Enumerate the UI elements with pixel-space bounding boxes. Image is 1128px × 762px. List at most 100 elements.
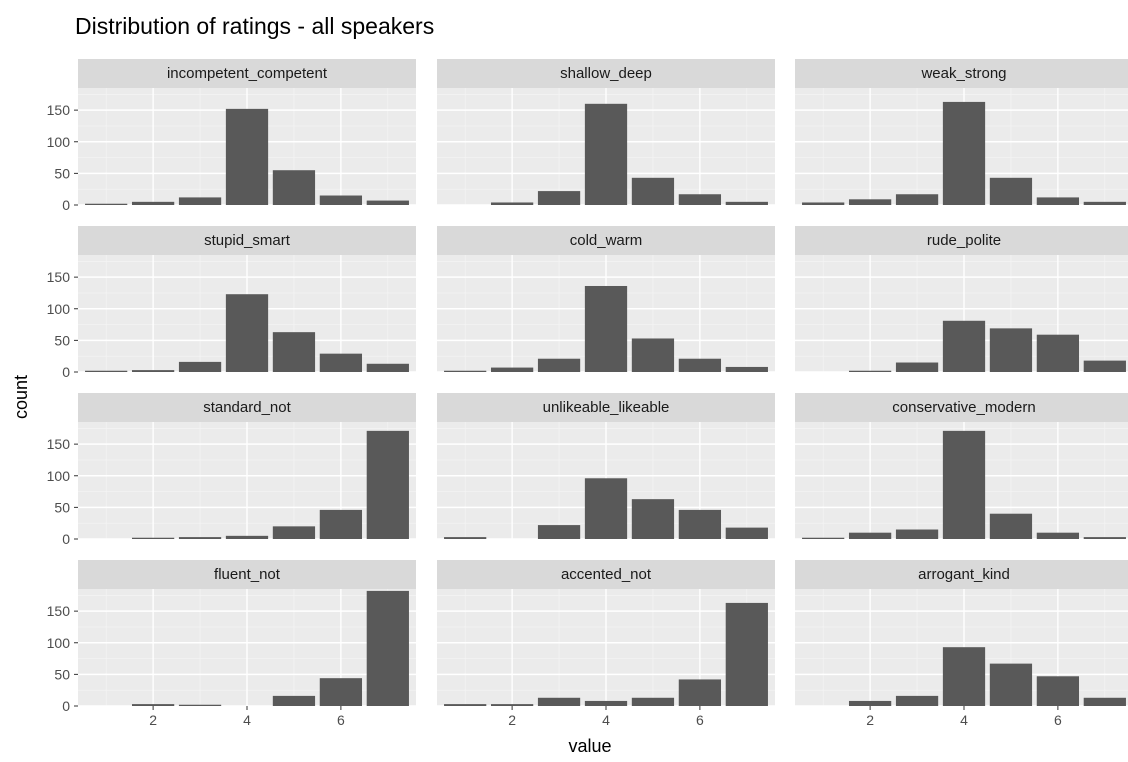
bar <box>444 704 487 706</box>
bar <box>131 370 175 372</box>
facet-strip <box>795 393 1128 422</box>
bar <box>272 332 316 372</box>
bar <box>537 697 581 706</box>
bar <box>366 363 409 372</box>
y-tick-label: 50 <box>54 165 70 181</box>
bar <box>725 366 768 372</box>
bar <box>272 695 316 706</box>
bar <box>319 195 363 205</box>
bar <box>537 358 581 372</box>
bar <box>725 201 768 205</box>
x-tick-label: 6 <box>337 712 345 728</box>
bar <box>942 320 986 372</box>
y-tick-label: 0 <box>62 364 70 380</box>
facet-panel: accented_not 2 4 6 <box>437 560 775 728</box>
facet-panel: standard_not 0 50 100 150 <box>47 393 416 547</box>
x-tick-label: 4 <box>960 712 968 728</box>
facet-strip <box>78 59 416 88</box>
y-tick-label: 150 <box>47 102 71 118</box>
facet-strip-label: conservative_modern <box>892 399 1035 416</box>
facet-strip-label: stupid_smart <box>204 232 291 249</box>
y-tick-label: 100 <box>47 635 71 651</box>
y-tick-label: 150 <box>47 269 71 285</box>
facet-strip <box>78 226 416 255</box>
bar <box>85 370 128 372</box>
bar <box>1083 360 1126 372</box>
facet-panel: conservative_modern <box>795 393 1128 540</box>
facet-strip <box>795 226 1128 255</box>
bar <box>848 532 892 539</box>
bar <box>537 525 581 539</box>
facet-strip-label: incompetent_competent <box>167 65 328 82</box>
facet-panel: incompetent_competent 0 50 100 150 <box>47 59 416 213</box>
facet-strip <box>437 226 775 255</box>
chart-title: Distribution of ratings - all speakers <box>75 13 434 39</box>
facet-panel: shallow_deep <box>437 59 775 206</box>
x-axis-title: value <box>568 736 611 756</box>
bar <box>178 361 222 372</box>
bar <box>444 370 487 372</box>
bar <box>490 202 534 205</box>
bar <box>895 695 939 706</box>
facet-strip <box>437 560 775 589</box>
facet-strip <box>795 59 1128 88</box>
bar <box>895 529 939 539</box>
bar <box>678 194 722 205</box>
bar <box>1083 201 1126 205</box>
bar <box>802 537 845 539</box>
bar <box>989 513 1033 539</box>
bar <box>895 362 939 372</box>
bar <box>942 101 986 205</box>
bar <box>319 509 363 539</box>
bar <box>584 103 628 205</box>
bar <box>989 663 1033 706</box>
bar <box>942 430 986 539</box>
bar <box>802 202 845 205</box>
facet-strip <box>78 560 416 589</box>
bar <box>584 700 628 706</box>
y-tick-label: 100 <box>47 301 71 317</box>
bar <box>272 526 316 539</box>
bar <box>584 285 628 372</box>
facet-strip-label: shallow_deep <box>560 65 652 82</box>
bar <box>131 704 175 706</box>
x-tick-label: 6 <box>1054 712 1062 728</box>
bar <box>725 602 768 706</box>
bar <box>848 370 892 372</box>
bar <box>631 499 675 539</box>
bar <box>678 679 722 706</box>
bar <box>1036 532 1080 539</box>
x-tick-label: 2 <box>508 712 516 728</box>
facet-strip-label: cold_warm <box>570 232 643 249</box>
bar <box>490 367 534 372</box>
y-tick-label: 0 <box>62 197 70 213</box>
bar <box>366 430 409 539</box>
facet-strip <box>437 393 775 422</box>
bar <box>490 704 534 706</box>
y-tick-label: 0 <box>62 531 70 547</box>
bar <box>1036 676 1080 706</box>
bar <box>848 700 892 706</box>
bar <box>366 200 409 205</box>
facet-strip-label: rude_polite <box>927 232 1001 249</box>
bar <box>584 478 628 539</box>
facet-panel: rude_polite <box>795 226 1128 373</box>
y-tick-label: 50 <box>54 666 70 682</box>
bar <box>1036 197 1080 205</box>
bar <box>225 535 269 539</box>
bar <box>225 108 269 205</box>
bar <box>678 509 722 539</box>
bar <box>178 537 222 539</box>
y-tick-label: 100 <box>47 468 71 484</box>
bar <box>178 704 222 706</box>
bar <box>848 199 892 205</box>
x-tick-label: 6 <box>696 712 704 728</box>
x-tick-label: 4 <box>243 712 251 728</box>
y-tick-label: 50 <box>54 499 70 515</box>
x-tick-label: 2 <box>866 712 874 728</box>
y-tick-label: 100 <box>47 134 71 150</box>
facet-panel: unlikeable_likeable <box>437 393 775 540</box>
facet-strip <box>78 393 416 422</box>
y-axis-title: count <box>11 375 31 419</box>
